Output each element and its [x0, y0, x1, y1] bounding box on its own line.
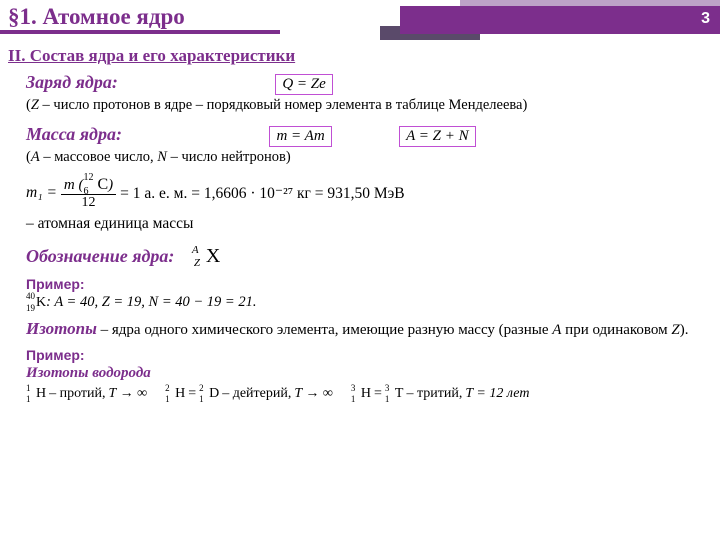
- hydrogen-isotopes: 11H – протий, T → ∞ 21H = 21D – дейтерий…: [26, 386, 700, 402]
- example2-label: Пример:: [26, 347, 700, 363]
- isotopes-definition: Изотопы – ядра одного химического элемен…: [26, 319, 700, 339]
- amu-formula: m₁ = m (126C) 12 = 1 а. е. м. = 1,6606 ·…: [26, 176, 700, 211]
- section-title: II. Состав ядра и его характеристики: [8, 46, 720, 66]
- notation-label: Обозначение ядра:: [26, 246, 174, 266]
- slide-content: Заряд ядра: Q = Ze (Z – число протонов в…: [0, 72, 720, 402]
- title-underline: [0, 30, 280, 34]
- mass-formula-2: A = Z + N: [399, 126, 475, 147]
- page-number: 3: [701, 10, 710, 28]
- mass-label: Масса ядра:: [26, 124, 122, 144]
- header-decor: [380, 0, 720, 40]
- example1-line: 4019K: A = 40, Z = 19, N = 40 − 19 = 21.: [26, 294, 700, 311]
- protium: 11H – протий, T → ∞: [26, 386, 147, 402]
- mass-row: Масса ядра: m = Am A = Z + N: [26, 124, 700, 147]
- example1-label: Пример:: [26, 276, 700, 292]
- mass-desc: (A – массовое число, N – число нейтронов…: [26, 149, 700, 166]
- amu-fraction: m (126C) 12: [61, 176, 116, 211]
- charge-formula: Q = Ze: [275, 74, 332, 95]
- nuclide-notation: A Z X: [192, 245, 220, 268]
- deuterium: 21H = 21D – дейтерий, T → ∞: [165, 386, 333, 402]
- hydrogen-header: Изотопы водорода: [26, 365, 700, 382]
- charge-desc: (Z – число протонов в ядре – порядковый …: [26, 97, 700, 114]
- chapter-title: §1. Атомное ядро: [8, 4, 185, 30]
- slide-header: §1. Атомное ядро 3: [0, 0, 720, 40]
- charge-row: Заряд ядра: Q = Ze: [26, 72, 700, 95]
- charge-label: Заряд ядра:: [26, 72, 118, 92]
- amu-caption: – атомная единица массы: [26, 215, 700, 233]
- notation-row: Обозначение ядра: A Z X: [26, 245, 700, 268]
- mass-formula-1: m = Am: [269, 126, 331, 147]
- tritium: 31H = 31T – тритий, T = 12 лет: [351, 386, 530, 402]
